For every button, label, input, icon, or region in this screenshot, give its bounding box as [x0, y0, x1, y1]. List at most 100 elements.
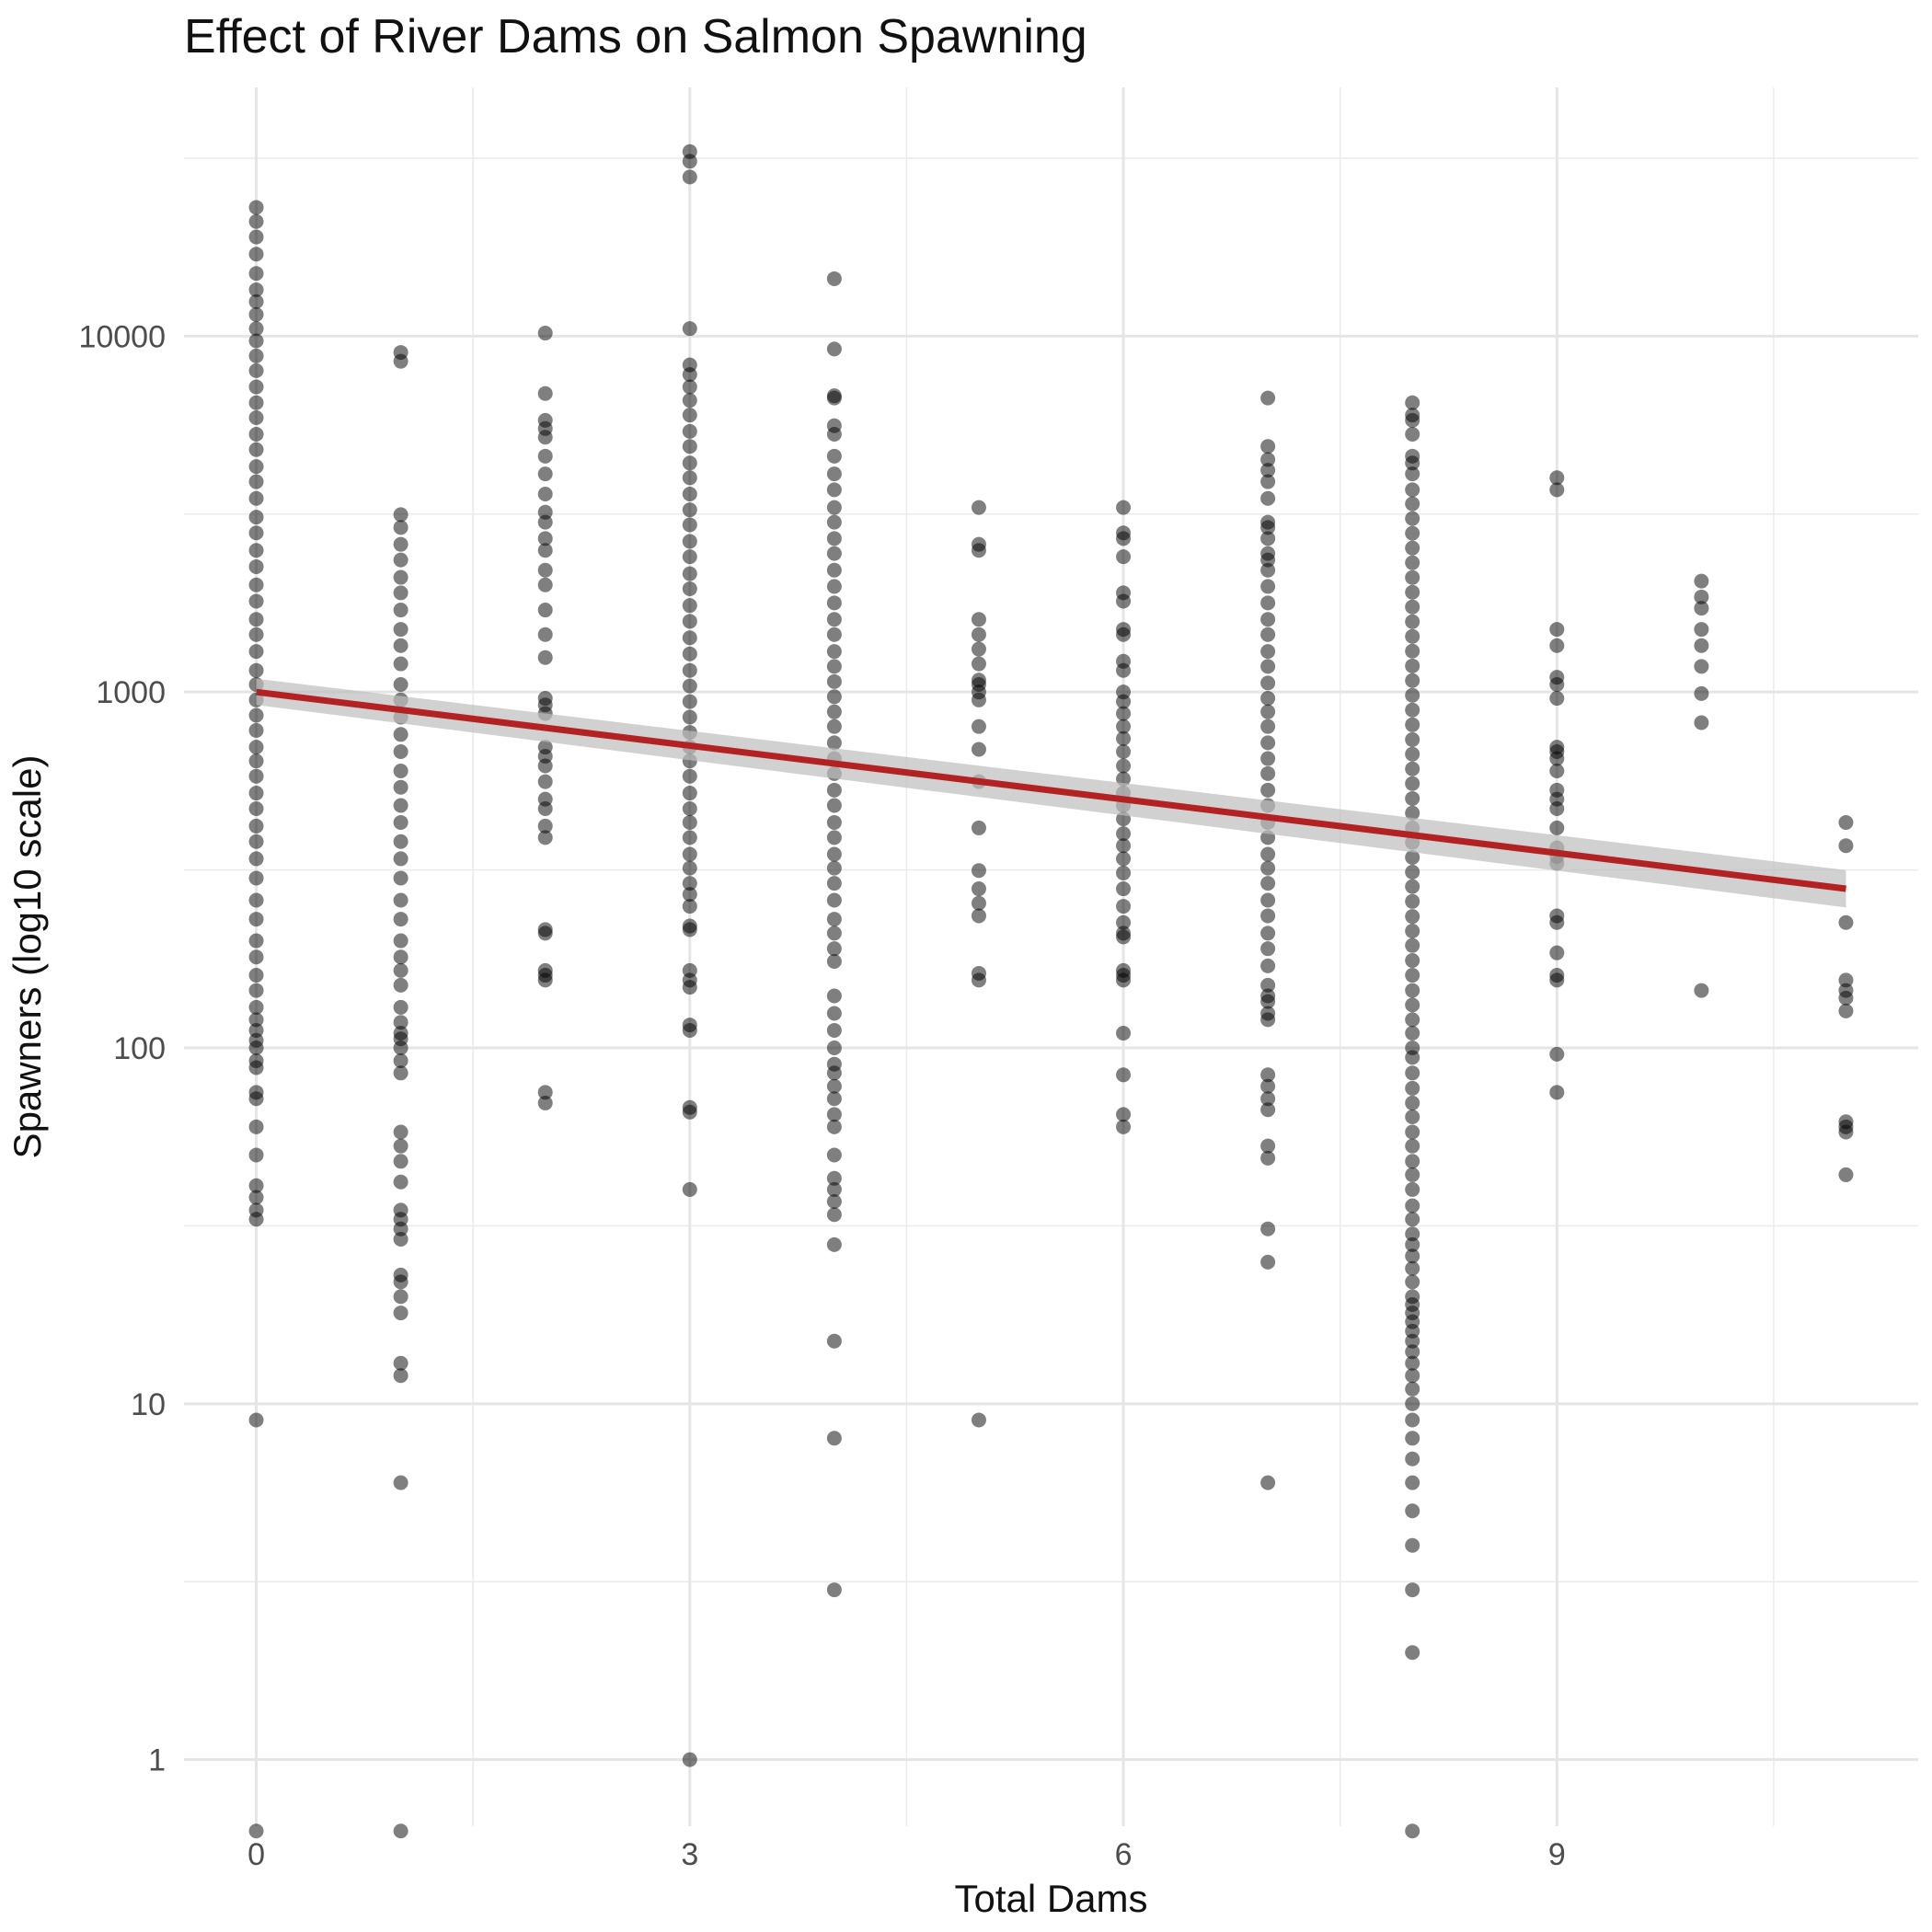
data-point [1260, 390, 1276, 406]
data-point [826, 735, 842, 751]
data-point [1260, 782, 1276, 798]
data-point [826, 562, 842, 578]
data-point [826, 546, 842, 561]
data-point [248, 558, 264, 574]
data-point [826, 341, 842, 357]
data-point [1405, 569, 1420, 585]
data-point [682, 614, 697, 629]
data-point [682, 598, 697, 614]
data-point [1260, 691, 1276, 707]
data-point [1116, 684, 1132, 700]
data-point [1405, 1396, 1420, 1411]
data-point [393, 727, 408, 742]
data-point [537, 326, 553, 341]
data-point [1405, 1260, 1420, 1276]
trend-line [256, 688, 1846, 892]
data-point [393, 764, 408, 779]
data-point [1694, 622, 1709, 638]
data-point [537, 791, 553, 807]
data-point [1405, 776, 1420, 791]
data-point [393, 656, 408, 672]
data-point [1405, 879, 1420, 894]
data-point [1838, 1167, 1854, 1182]
y-tick-label: 10 [131, 1387, 166, 1422]
data-point [826, 1119, 842, 1134]
data-point [248, 543, 264, 558]
data-point [1260, 926, 1276, 941]
data-point [682, 502, 697, 518]
data-point [1260, 977, 1276, 993]
data-point [1549, 1085, 1565, 1100]
data-point [682, 801, 697, 817]
data-point [248, 644, 264, 660]
data-point [971, 1412, 986, 1428]
data-point [1405, 628, 1420, 644]
data-point [248, 293, 264, 309]
data-point [248, 968, 264, 983]
data-point [682, 379, 697, 395]
data-point [393, 933, 408, 949]
data-point [393, 638, 408, 653]
trend-layer [256, 678, 1846, 908]
data-point [248, 229, 264, 245]
data-point [1260, 659, 1276, 674]
data-point [1549, 638, 1565, 653]
data-point [682, 694, 697, 709]
data-point [826, 270, 842, 286]
data-point [682, 1018, 697, 1033]
data-point [1405, 540, 1420, 556]
data-point [1405, 448, 1420, 464]
data-point [826, 704, 842, 719]
data-point [1260, 439, 1276, 454]
data-point [248, 1190, 264, 1205]
data-point [1405, 805, 1420, 821]
data-point [826, 953, 842, 969]
data-point [248, 459, 264, 475]
data-point [248, 1147, 264, 1163]
data-point [1116, 914, 1132, 930]
data-point [1260, 719, 1276, 734]
data-point [826, 595, 842, 611]
data-point [1116, 962, 1132, 978]
data-point [826, 988, 842, 1004]
data-point [393, 569, 408, 585]
data-point [1694, 685, 1709, 701]
data-point [1260, 1254, 1276, 1270]
data-point [1405, 687, 1420, 703]
data-point [1116, 1107, 1132, 1122]
data-point [537, 1095, 553, 1110]
data-point [248, 306, 264, 322]
data-point [826, 689, 842, 705]
data-point [1405, 1138, 1420, 1154]
data-point [826, 1236, 842, 1252]
data-point [1260, 562, 1276, 578]
data-point [682, 1099, 697, 1115]
data-point [826, 830, 842, 845]
data-point [248, 1412, 264, 1428]
data-point [1549, 482, 1565, 498]
data-point [1116, 851, 1132, 867]
data-point [1405, 1344, 1420, 1360]
data-point [1405, 1154, 1420, 1169]
data-point [971, 719, 986, 734]
data-point [248, 577, 264, 592]
data-point [1116, 838, 1132, 854]
chart-title: Effect of River Dams on Salmon Spawning [184, 10, 1087, 63]
data-point [682, 549, 697, 565]
data-point [826, 466, 842, 482]
data-point [537, 830, 553, 845]
data-point [1405, 614, 1420, 629]
data-point [826, 941, 842, 957]
data-point [1405, 1645, 1420, 1661]
data-point [1405, 1236, 1420, 1252]
data-point [826, 644, 842, 660]
data-point [1838, 914, 1854, 930]
data-point [1694, 715, 1709, 730]
data-point [248, 612, 264, 627]
axis-ticks: 0 3 6 9 1 10 100 1000 10000 [78, 319, 1565, 1872]
data-point [393, 977, 408, 993]
data-point [1260, 735, 1276, 751]
data-point [1405, 658, 1420, 673]
data-point [537, 577, 553, 592]
